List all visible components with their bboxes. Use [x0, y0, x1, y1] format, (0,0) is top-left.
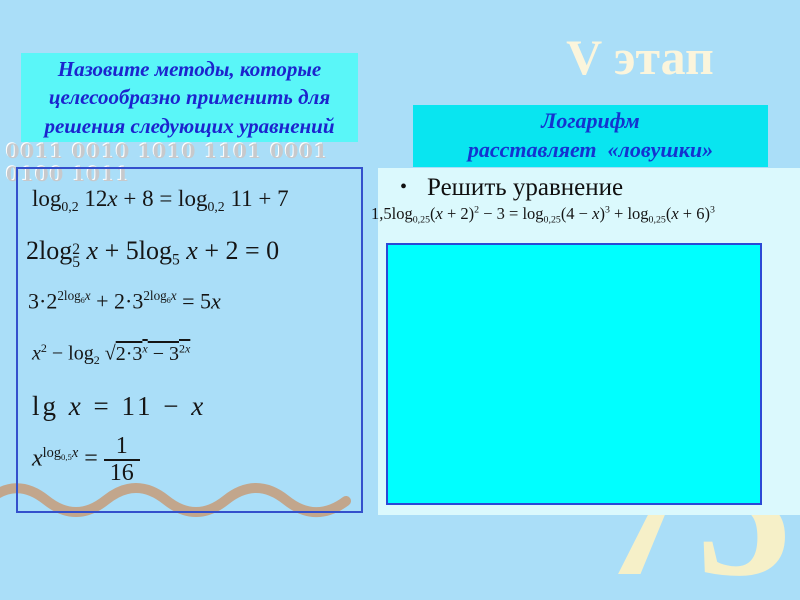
equation-3: 3·22log6x + 2·32log6x = 5x — [28, 288, 221, 314]
equation-4: x2 − log2 √2·3x − 32x — [32, 341, 191, 367]
answer-area — [386, 243, 762, 505]
bullet-icon: • — [400, 176, 408, 198]
equation-5: lg x = 11 − x — [32, 391, 207, 421]
theme-line-2: расставляет «ловушки» — [467, 137, 714, 162]
prompt-line: целесообразно применить для — [48, 85, 331, 110]
stage-title: V этап — [566, 29, 714, 85]
prompt-line: решения следующих уравнений — [44, 113, 335, 138]
task-panel: • Решить уравнение 1,5log0,25(x + 2)2 − 3… — [371, 168, 800, 515]
equation-2: 2log 2 5 x + 5log5 x + 2 = 0 — [26, 236, 280, 271]
task-label: Решить уравнение — [427, 174, 624, 201]
prompt-line: Назовите методы, которые — [57, 56, 322, 81]
equation-6: xlog0,5x = 1 16 — [32, 433, 140, 486]
task-equation: 1,5log0,25(x + 2)2 − 3 = log0,25(4 − x)3… — [371, 204, 715, 226]
theme-box: Логарифм расставляет «ловушки» — [413, 105, 768, 167]
task-bullet-row: • Решить уравнение — [400, 174, 623, 202]
equation-1: log0,2 12x + 8 = log0,2 11 + 7 — [32, 186, 289, 214]
theme-line-1: Логарифм — [541, 108, 640, 134]
prompt-box: Назовите методы, которые целесообразно п… — [21, 53, 358, 142]
